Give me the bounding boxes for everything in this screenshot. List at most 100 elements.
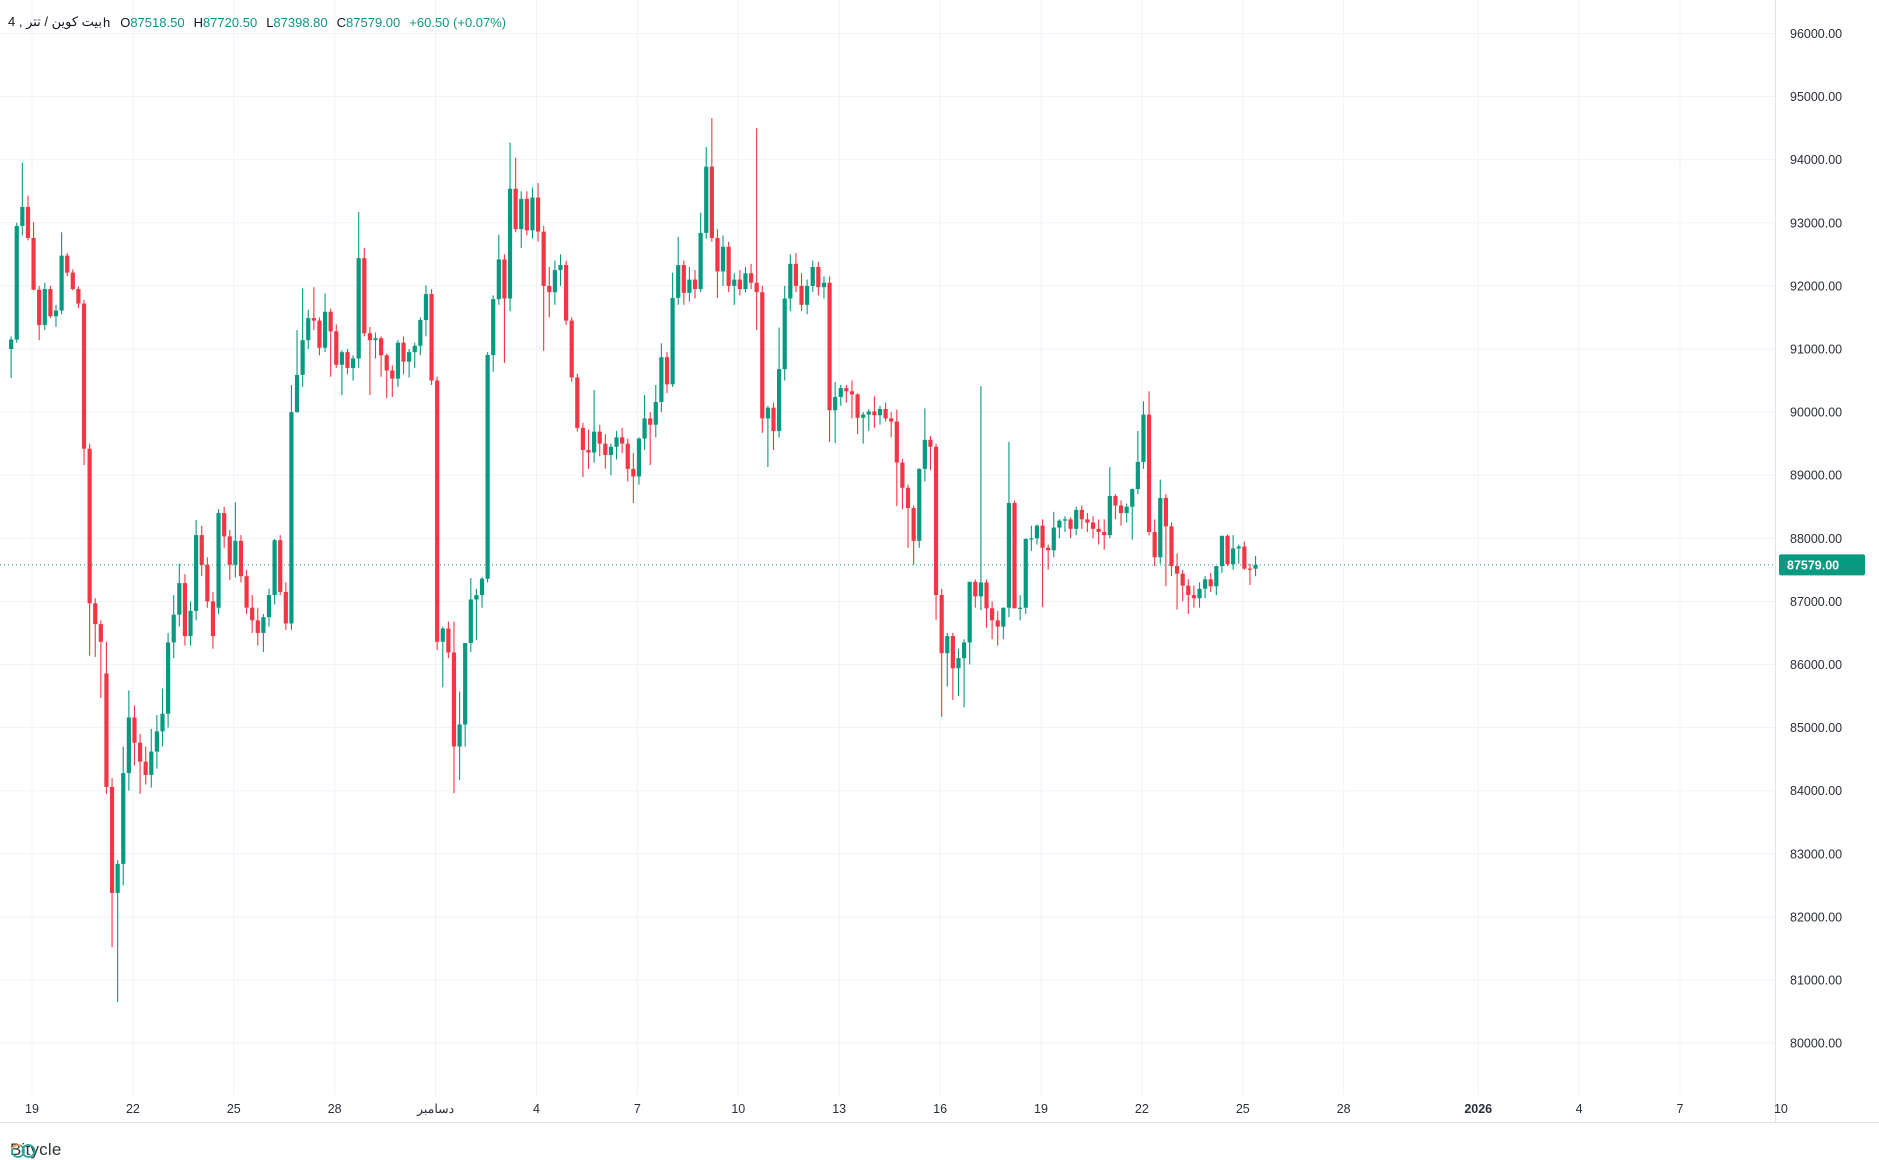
bitycle-logo[interactable]: Bitycle xyxy=(10,1140,61,1160)
candlestick xyxy=(48,289,53,317)
candlestick xyxy=(177,583,182,615)
candlestick xyxy=(990,608,995,621)
time-axis-label: 16 xyxy=(933,1102,947,1116)
candlestick xyxy=(563,265,569,321)
candlestick xyxy=(199,535,204,565)
candlestick xyxy=(855,394,860,418)
candlestick xyxy=(754,282,759,293)
price-axis-label: 85000.00 xyxy=(1790,721,1842,735)
candlestick xyxy=(261,617,266,633)
candlestick xyxy=(1146,414,1152,532)
candlestick xyxy=(805,285,810,305)
price-axis-label: 80000.00 xyxy=(1790,1037,1842,1051)
symbol-title[interactable]: بیت کوین / تتر , 4 xyxy=(8,14,102,29)
candlestick xyxy=(205,564,210,602)
time-axis-label: 19 xyxy=(1034,1102,1048,1116)
candlestick xyxy=(1018,607,1023,609)
candlestick xyxy=(636,438,642,477)
candlestick xyxy=(620,437,625,444)
candlestick xyxy=(715,237,720,272)
candlestick xyxy=(1208,579,1213,587)
candlestick xyxy=(283,591,288,624)
candlestick xyxy=(154,731,159,752)
candlestick xyxy=(294,374,300,413)
candlestick xyxy=(300,340,305,375)
candlestick xyxy=(367,333,372,341)
candlestick xyxy=(1247,568,1253,570)
interval-suffix: h xyxy=(102,14,111,30)
time-axis-label: 28 xyxy=(328,1102,342,1116)
price-axis-label: 84000.00 xyxy=(1790,784,1842,798)
candlestick xyxy=(373,338,378,341)
candlestick xyxy=(737,279,742,290)
candlestick xyxy=(1068,519,1073,529)
candlestick xyxy=(350,358,356,368)
candlestick xyxy=(838,388,843,397)
candlestick xyxy=(1214,566,1219,587)
candlestick xyxy=(771,407,776,432)
close-value: 87579.00 xyxy=(346,14,401,30)
candlestick xyxy=(614,437,619,447)
candlestick xyxy=(704,166,709,233)
candlestick xyxy=(227,536,232,565)
candlestick xyxy=(849,391,855,395)
candlestick xyxy=(272,540,277,596)
candlestick xyxy=(328,311,333,332)
candlestick xyxy=(345,352,350,368)
candlestick xyxy=(418,319,423,346)
candlestick xyxy=(939,595,944,654)
candlestick xyxy=(765,407,770,419)
time-axis-label: 4 xyxy=(533,1102,540,1116)
candlestick xyxy=(558,265,563,271)
price-axis-label: 92000.00 xyxy=(1790,279,1842,293)
candlestick xyxy=(31,237,36,290)
candlestick xyxy=(535,197,541,232)
candlestick xyxy=(171,614,176,643)
candlestick xyxy=(9,339,14,349)
candlestick xyxy=(1158,497,1163,558)
candlestick xyxy=(502,259,507,299)
candlestick xyxy=(1124,506,1129,514)
candlestick xyxy=(720,246,726,272)
candlestick xyxy=(580,427,586,450)
candlestick xyxy=(20,207,25,226)
candlestick xyxy=(423,294,429,320)
candlestick xyxy=(1174,566,1180,574)
candlestick xyxy=(995,620,1000,627)
candlestick xyxy=(945,636,950,654)
candlestick xyxy=(569,320,574,378)
candlestick xyxy=(928,439,933,447)
candlestick xyxy=(1085,519,1090,523)
candlestick xyxy=(81,303,87,449)
time-axis-label: 28 xyxy=(1337,1102,1351,1116)
candlestick xyxy=(1242,546,1247,569)
candlestick xyxy=(507,188,513,299)
candlestick xyxy=(390,370,395,379)
candlestick xyxy=(905,487,911,509)
change-value: +60.50 (+0.07%) xyxy=(409,14,507,30)
candlestick xyxy=(670,297,675,385)
candlestick xyxy=(485,354,490,579)
candlestick xyxy=(479,578,485,596)
candlestick xyxy=(70,272,75,290)
candlestick xyxy=(474,595,479,600)
candlestick xyxy=(917,468,922,541)
candlestick xyxy=(810,266,815,286)
candlestick xyxy=(1096,528,1101,532)
candlestick xyxy=(395,342,401,379)
candlestick xyxy=(1152,531,1157,558)
price-axis[interactable]: 80000.00 81000.00 82000.00 83000.00 84000.00… xyxy=(1790,27,1842,1051)
time-axis-label: دسامبر xyxy=(416,1102,455,1117)
candlestick xyxy=(37,289,42,326)
candlestick xyxy=(25,207,31,238)
time-axis-label: 25 xyxy=(227,1102,241,1116)
candlestick xyxy=(98,624,103,642)
candlestick xyxy=(53,310,59,317)
candlestick xyxy=(961,642,967,659)
bitycle-logo-icon xyxy=(11,1144,36,1158)
time-axis[interactable]: 19 22 25 28 دسامبر 4 7 10 13 16 19 22 25 28 2026 4 7 10 xyxy=(25,1102,1788,1117)
axis-separators xyxy=(0,0,1879,1123)
